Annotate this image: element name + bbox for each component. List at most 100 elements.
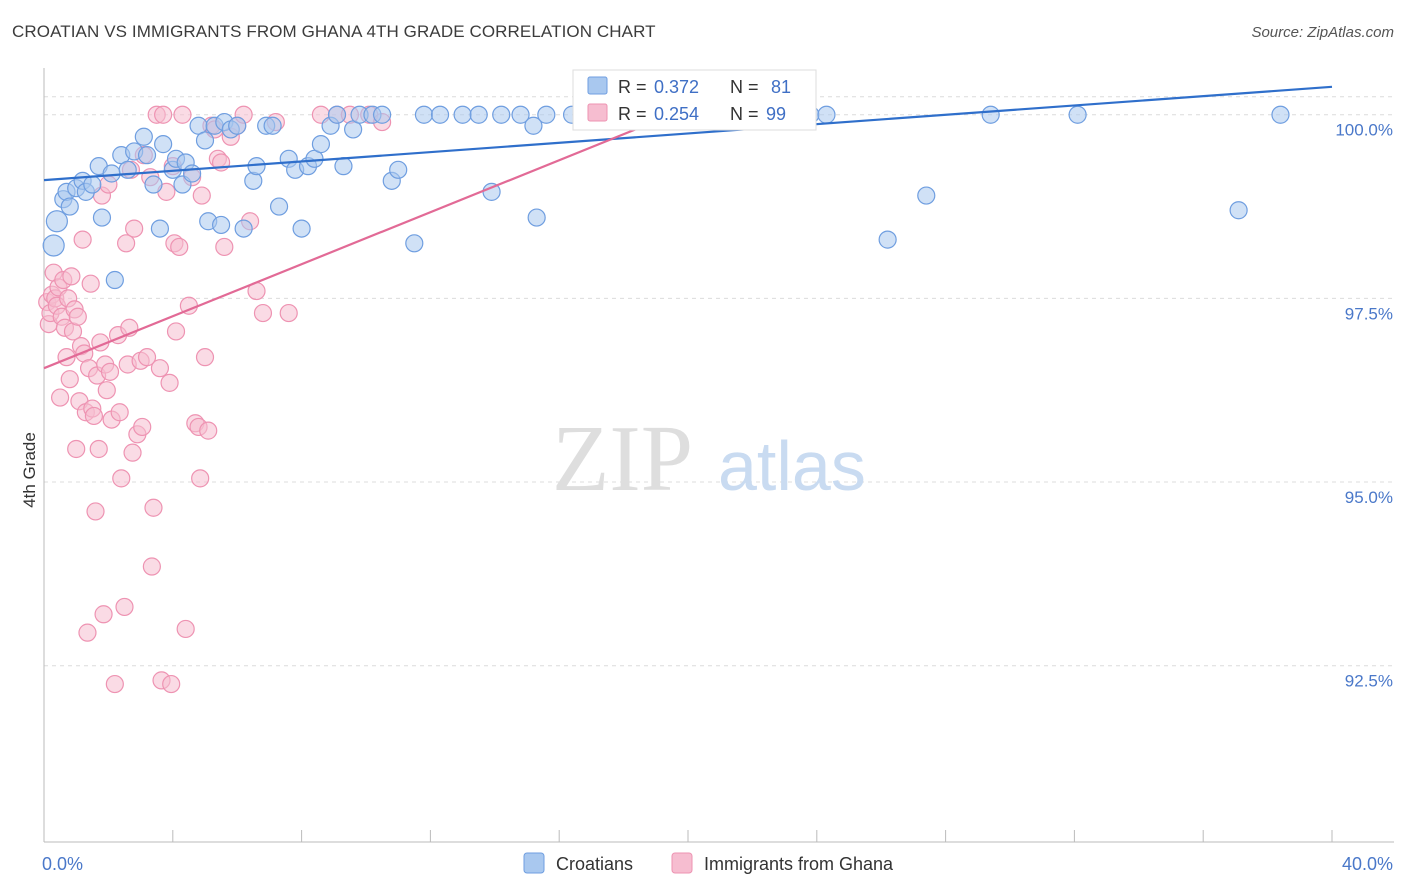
- y-tick-label: 97.5%: [1345, 304, 1393, 323]
- ghana-point: [215, 237, 234, 257]
- croatians-n-value: 81: [771, 77, 791, 97]
- ghana-r-value: 0.254: [654, 104, 699, 124]
- croatian-point: [195, 131, 215, 150]
- croatian-point: [1229, 201, 1248, 220]
- croatian-point: [524, 116, 543, 135]
- trendlines: [43, 85, 1333, 370]
- croatians-legend-swatch: [523, 852, 545, 874]
- ghana-point: [162, 674, 181, 694]
- croatian-point: [817, 105, 836, 124]
- source-label: Source: ZipAtlas.com: [1251, 24, 1394, 41]
- ghana-point: [110, 403, 129, 422]
- croatians-legend-label: Croatians: [556, 854, 633, 874]
- ghana-point: [195, 348, 215, 367]
- croatian-point: [144, 175, 163, 194]
- croatian-point: [92, 208, 112, 227]
- croatian-point: [118, 160, 137, 179]
- croatian-point: [1271, 105, 1290, 124]
- croatians-r-value: 0.372: [654, 77, 699, 97]
- ghana-point: [142, 557, 161, 576]
- ghana-point: [50, 388, 70, 407]
- ghana-point: [115, 597, 134, 617]
- croatian-point: [389, 160, 408, 179]
- croatian-point: [453, 105, 472, 124]
- croatian-point: [373, 105, 392, 124]
- ghana-point: [150, 359, 170, 378]
- ghana-point: [123, 443, 142, 462]
- croatian-point: [469, 105, 488, 124]
- y-tick-label: 100.0%: [1335, 121, 1393, 140]
- y-tick-labels: 92.5% 95.0% 97.5% 100.0%: [1335, 121, 1393, 691]
- croatian-point: [234, 219, 253, 238]
- croatian-point: [42, 234, 65, 257]
- ghana-point: [89, 439, 108, 459]
- croatian-point: [327, 105, 347, 124]
- ghana-point: [86, 502, 105, 521]
- croatian-point: [405, 234, 424, 253]
- ghana-point: [68, 307, 87, 326]
- ghana-point: [137, 348, 157, 367]
- stats-legend: R = 0.372 N = 81 R = 0.254 N = 99: [572, 69, 817, 131]
- ghana-point: [144, 498, 163, 517]
- ghana-point: [166, 322, 186, 341]
- ghana-point: [97, 381, 116, 400]
- ghana-point: [67, 439, 86, 459]
- y-axis-label: 4th Grade: [20, 432, 39, 508]
- ghana-point: [253, 303, 273, 323]
- croatian-point: [527, 208, 546, 227]
- series-legend: Croatians Immigrants from Ghana: [523, 852, 894, 874]
- ghana-point: [154, 105, 173, 124]
- ghana-point: [73, 230, 92, 249]
- croatian-point: [244, 171, 263, 190]
- chart-title: CROATIAN VS IMMIGRANTS FROM GHANA 4TH GR…: [12, 22, 656, 41]
- ghana-point: [176, 619, 195, 639]
- ghana-point: [84, 406, 104, 426]
- croatian-point: [60, 197, 79, 216]
- croatian-point: [492, 105, 511, 124]
- y-tick-label: 92.5%: [1345, 672, 1393, 691]
- ghana-point: [173, 105, 192, 124]
- croatian-point: [537, 105, 556, 124]
- croatian-point: [269, 197, 289, 216]
- x-tick-label-max: 40.0%: [1342, 854, 1393, 874]
- croatian-point: [263, 116, 282, 135]
- croatians-trendline: [43, 85, 1333, 182]
- croatian-point: [154, 135, 173, 154]
- y-tick-label: 95.0%: [1345, 488, 1393, 507]
- ghana-point: [81, 274, 100, 293]
- ghana-legend-label: Immigrants from Ghana: [704, 854, 894, 874]
- ghana-r-label: R =: [618, 104, 647, 124]
- ghana-point: [279, 303, 298, 323]
- croatian-point: [414, 105, 434, 124]
- croatian-point: [334, 157, 353, 176]
- ghana-point: [78, 623, 97, 642]
- ghana-point: [170, 237, 189, 257]
- croatian-point: [183, 164, 202, 183]
- ghana-point: [112, 469, 131, 488]
- croatian-point: [150, 219, 170, 238]
- ghana-point: [160, 373, 179, 392]
- ghana-point: [192, 186, 211, 205]
- croatian-point: [137, 146, 157, 165]
- watermark-atlas: atlas: [718, 427, 866, 505]
- croatian-point: [917, 186, 936, 205]
- x-tick-labels: 0.0% 40.0%: [42, 854, 1393, 874]
- croatians-r-label: R =: [618, 77, 647, 97]
- croatians-stats-swatch: [587, 76, 608, 95]
- croatian-point: [511, 105, 530, 124]
- croatian-point: [430, 105, 450, 124]
- x-tick-label-min: 0.0%: [42, 854, 83, 874]
- croatians-n-label: N =: [730, 77, 759, 97]
- croatian-point: [228, 116, 247, 135]
- ghana-point: [94, 605, 113, 624]
- watermark-zip: ZIP: [552, 407, 693, 511]
- axes: [43, 68, 1394, 843]
- croatian-point: [311, 135, 331, 154]
- ghana-point: [125, 219, 144, 238]
- stats-legend-box: [572, 69, 817, 131]
- croatian-points: [42, 105, 1290, 290]
- ghana-point: [62, 267, 81, 286]
- croatian-point: [1068, 105, 1087, 124]
- croatian-point: [292, 219, 311, 238]
